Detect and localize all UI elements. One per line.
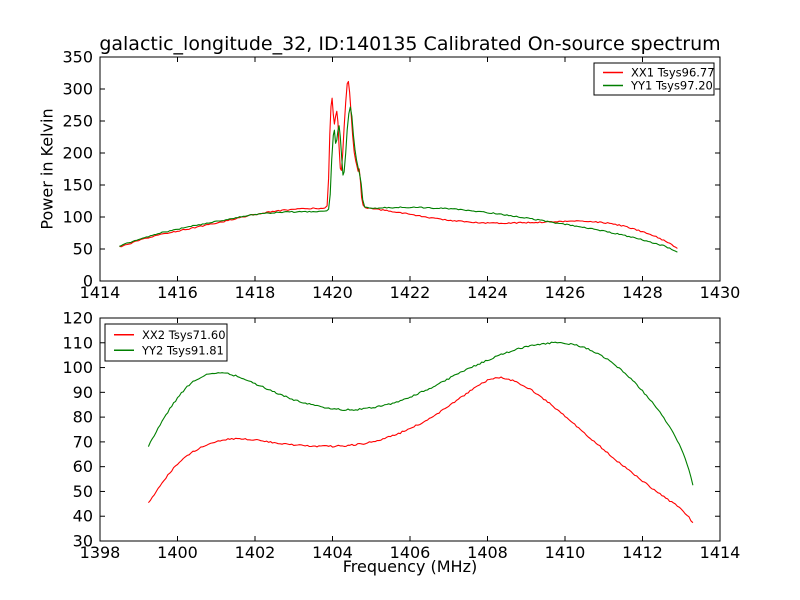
x-tick-label: 1416	[157, 283, 198, 302]
legend-label: YY2 Tsys91.81	[141, 343, 224, 357]
legend-label: XX1 Tsys96.77	[631, 66, 715, 80]
y-axis-label: Power in Kelvin	[37, 108, 57, 230]
y-tick-label: 110	[62, 333, 93, 352]
subplot-bottom: 1398 1400 1402 1404 1406 1408 1410 1412 1414 30 40…	[62, 309, 740, 563]
y-tick-label: 150	[62, 176, 93, 195]
series-line-XX1	[119, 80, 678, 249]
x-tick-label: 1414	[700, 543, 741, 562]
y-tick-label: 50	[73, 482, 93, 501]
y-tick-label: 70	[73, 432, 93, 451]
x-axis-label: Frequency (MHz)	[342, 557, 478, 576]
x-tick-label: 1414	[80, 283, 121, 302]
x-tick-label: 1418	[235, 283, 276, 302]
plot-frame-top	[99, 56, 721, 282]
y-tick-label: 80	[73, 408, 93, 427]
x-tick-label: 1430	[700, 283, 741, 302]
x-tick-label: 1400	[157, 543, 198, 562]
y-tick-label: 300	[62, 80, 93, 99]
series-line-YY1	[119, 106, 678, 253]
x-tick-label: 1422	[390, 283, 431, 302]
x-tick-label: 1426	[545, 283, 586, 302]
legend-label: YY1 Tsys97.20	[630, 79, 713, 93]
figure-title: galactic_longitude_32, ID:140135 Calibra…	[99, 33, 721, 55]
x-tick-label: 1424	[467, 283, 508, 302]
y-tick-label: 120	[62, 309, 93, 328]
x-tick-label: 1404	[312, 543, 353, 562]
y-tick-label: 90	[73, 383, 93, 402]
x-tick-label: 1402	[235, 543, 276, 562]
y-tick-label: 60	[73, 457, 93, 476]
y-tick-label: 0	[83, 272, 93, 291]
y-tick-label: 30	[73, 532, 93, 551]
x-tick-label: 1420	[312, 283, 353, 302]
y-tick-label: 40	[73, 507, 93, 526]
y-tick-label: 350	[62, 48, 93, 67]
legend-box	[104, 323, 228, 362]
x-tick-label: 1412	[622, 543, 663, 562]
subplot-top: 1414 1416 1418 1420 1422 1424 1426 1428 1430 0 50 1…	[62, 48, 740, 303]
legend-box	[593, 62, 715, 96]
series-line-YY2	[147, 341, 694, 486]
x-tick-label: 1408	[467, 543, 508, 562]
series-line-XX2	[147, 376, 694, 524]
x-tick-label: 1406	[390, 543, 431, 562]
y-tick-label: 100	[62, 358, 93, 377]
x-tick-label: 1428	[622, 283, 663, 302]
y-tick-label: 250	[62, 112, 93, 131]
plot-frame-bottom	[99, 317, 721, 542]
y-tick-label: 200	[62, 144, 93, 163]
legend-label: XX2 Tsys71.60	[142, 328, 226, 342]
y-tick-label: 50	[73, 240, 93, 259]
x-tick-label: 1398	[80, 543, 121, 562]
x-tick-label: 1410	[545, 543, 586, 562]
y-tick-label: 100	[62, 208, 93, 227]
